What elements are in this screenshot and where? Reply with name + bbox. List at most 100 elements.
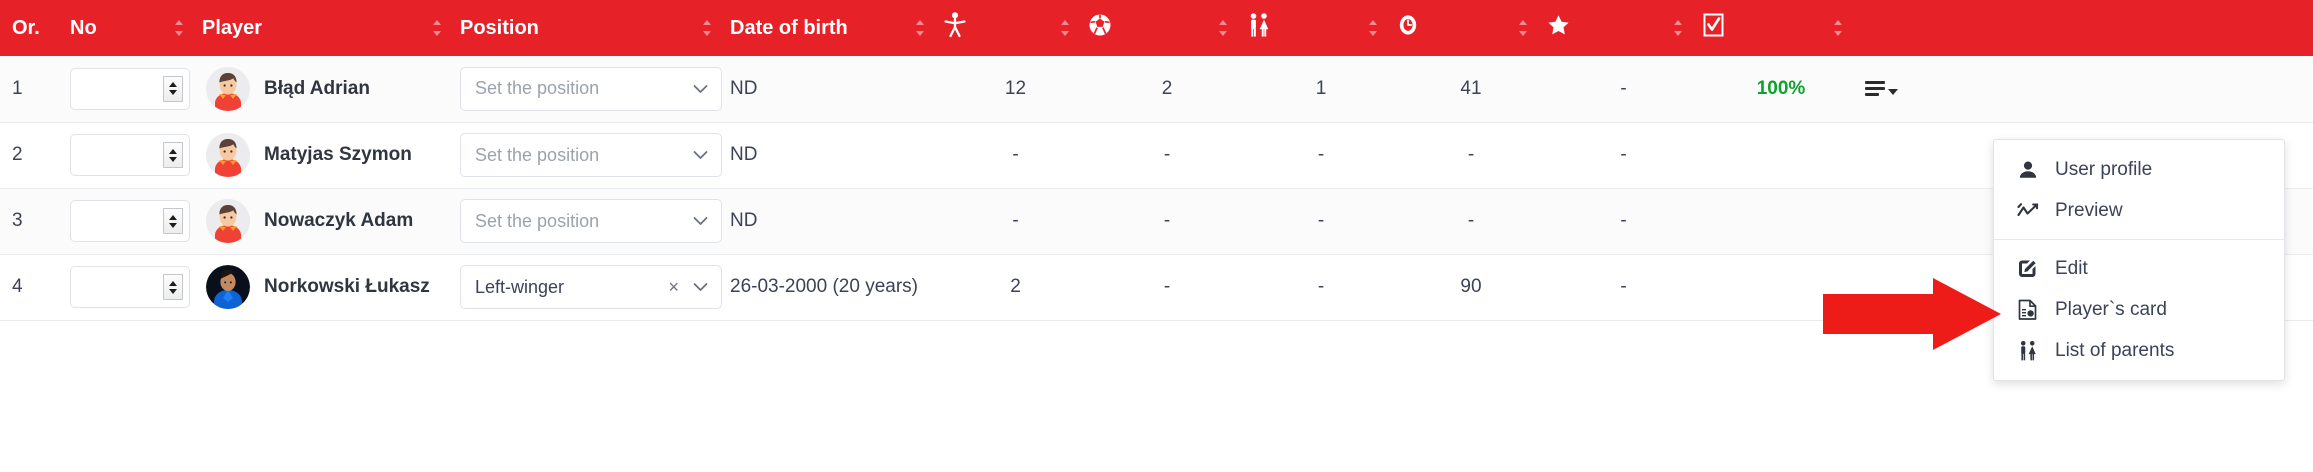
soccer-ball-icon bbox=[1088, 13, 1112, 43]
row-rating: - bbox=[1620, 276, 1627, 297]
stepper-up-icon[interactable] bbox=[169, 148, 177, 154]
row-rating: - bbox=[1620, 77, 1627, 99]
menu-item-label: Preview bbox=[2055, 199, 2123, 221]
stepper-buttons[interactable] bbox=[163, 75, 183, 102]
sort-icon-dob[interactable] bbox=[913, 17, 929, 39]
chevron-down-icon[interactable] bbox=[687, 84, 721, 94]
col-player[interactable]: Player bbox=[202, 0, 460, 56]
position-select[interactable]: Set the position bbox=[460, 133, 722, 177]
row-minutes: - bbox=[1467, 210, 1475, 231]
sort-icon-matches[interactable] bbox=[1216, 17, 1232, 39]
row-parents: - bbox=[1317, 210, 1325, 231]
position-select[interactable]: Set the position bbox=[460, 66, 722, 111]
sort-icon-training[interactable] bbox=[1058, 17, 1074, 39]
position-select[interactable]: Left-winger × bbox=[460, 265, 722, 309]
col-attendance[interactable] bbox=[1701, 0, 1861, 56]
stepper-buttons[interactable] bbox=[163, 274, 183, 300]
avatar bbox=[206, 66, 250, 111]
stepper-up-icon[interactable] bbox=[169, 214, 177, 220]
sort-icon-minutes[interactable] bbox=[1516, 17, 1532, 39]
row-actions-cell bbox=[1861, 56, 2313, 122]
col-position[interactable]: Position bbox=[460, 0, 730, 56]
row-matches: - bbox=[1163, 276, 1171, 297]
chart-line-icon bbox=[2016, 199, 2039, 222]
col-no-label: No bbox=[70, 16, 97, 39]
menu-item-players-card[interactable]: Player`s card bbox=[1994, 289, 2284, 330]
col-matches[interactable] bbox=[1088, 0, 1246, 56]
sort-icon-no[interactable] bbox=[172, 17, 188, 39]
col-rating[interactable] bbox=[1546, 0, 1701, 56]
avatar bbox=[206, 199, 250, 243]
row-dob: ND bbox=[730, 210, 758, 232]
document-card-icon bbox=[2016, 298, 2039, 321]
col-minutes[interactable] bbox=[1396, 0, 1546, 56]
user-icon bbox=[2016, 158, 2039, 181]
row-player-cell: Nowaczyk Adam bbox=[202, 188, 460, 254]
player-name: Błąd Adrian bbox=[264, 77, 370, 99]
stepper-buttons[interactable] bbox=[163, 208, 183, 234]
col-order-label: Or. bbox=[12, 16, 40, 39]
col-no[interactable]: No bbox=[70, 0, 202, 56]
col-dob[interactable]: Date of birth bbox=[730, 0, 943, 56]
stepper-down-icon[interactable] bbox=[169, 156, 177, 162]
menu-item-list-of-parents[interactable]: List of parents bbox=[1994, 330, 2284, 371]
row-order: 1 bbox=[12, 77, 23, 99]
number-stepper[interactable] bbox=[70, 134, 190, 176]
row-matches: - bbox=[1163, 144, 1171, 165]
col-order: Or. bbox=[0, 0, 70, 56]
avatar bbox=[206, 133, 250, 177]
table-header: Or. No Player bbox=[0, 0, 2313, 56]
row-menu-button[interactable] bbox=[1861, 81, 2313, 97]
clock-icon bbox=[1396, 12, 1420, 44]
number-stepper[interactable] bbox=[70, 200, 190, 242]
sort-icon-position[interactable] bbox=[700, 17, 716, 39]
chevron-down-icon[interactable] bbox=[687, 282, 721, 292]
position-placeholder: Set the position bbox=[475, 210, 600, 231]
stepper-down-icon[interactable] bbox=[169, 288, 177, 294]
row-player-cell: Norkowski Łukasz bbox=[202, 254, 460, 320]
col-training[interactable] bbox=[943, 0, 1088, 56]
menu-item-label: User profile bbox=[2055, 158, 2153, 180]
menu-item-user-profile[interactable]: User profile bbox=[1994, 149, 2284, 190]
row-parents: - bbox=[1317, 276, 1325, 297]
stepper-down-icon[interactable] bbox=[169, 90, 177, 96]
row-context-menu: User profile Preview Edit bbox=[1993, 139, 2285, 381]
hamburger-icon[interactable] bbox=[1865, 81, 1885, 97]
chevron-down-icon[interactable] bbox=[687, 216, 721, 226]
player-name: Matyjas Szymon bbox=[264, 144, 412, 165]
clear-position-icon[interactable]: × bbox=[668, 276, 679, 297]
position-placeholder: Set the position bbox=[475, 78, 600, 99]
sort-icon-rating[interactable] bbox=[1671, 17, 1687, 39]
row-matches: 2 bbox=[1161, 77, 1173, 99]
position-placeholder: Set the position bbox=[475, 144, 600, 165]
parents-icon bbox=[2016, 339, 2039, 362]
position-value: Left-winger bbox=[475, 276, 565, 297]
player-name: Norkowski Łukasz bbox=[264, 276, 430, 297]
row-number-cell bbox=[70, 122, 202, 188]
number-stepper[interactable] bbox=[70, 266, 190, 308]
chevron-down-icon[interactable] bbox=[687, 150, 721, 160]
row-minutes: - bbox=[1467, 144, 1475, 165]
stepper-down-icon[interactable] bbox=[169, 222, 177, 228]
menu-item-edit[interactable]: Edit bbox=[1994, 248, 2284, 289]
stepper-buttons[interactable] bbox=[163, 142, 183, 168]
row-parents: - bbox=[1317, 144, 1325, 165]
number-stepper[interactable] bbox=[70, 67, 190, 110]
sort-icon-attendance[interactable] bbox=[1831, 17, 1847, 39]
stepper-up-icon[interactable] bbox=[169, 280, 177, 286]
row-training: - bbox=[1012, 210, 1019, 231]
row-dob: ND bbox=[730, 77, 758, 99]
col-parents[interactable] bbox=[1246, 0, 1396, 56]
menu-item-preview[interactable]: Preview bbox=[1994, 190, 2284, 231]
caret-down-icon[interactable] bbox=[1888, 88, 1898, 95]
stepper-up-icon[interactable] bbox=[169, 82, 177, 88]
sort-icon-parents[interactable] bbox=[1366, 17, 1382, 39]
sort-icon-player[interactable] bbox=[430, 17, 446, 39]
row-attendance bbox=[1701, 122, 1861, 188]
position-select[interactable]: Set the position bbox=[460, 199, 722, 243]
row-position-cell: Left-winger × bbox=[460, 254, 730, 320]
row-minutes: 41 bbox=[1460, 77, 1482, 99]
row-attendance bbox=[1701, 254, 1861, 320]
row-position-cell: Set the position bbox=[460, 122, 730, 188]
row-parents: 1 bbox=[1315, 77, 1327, 99]
